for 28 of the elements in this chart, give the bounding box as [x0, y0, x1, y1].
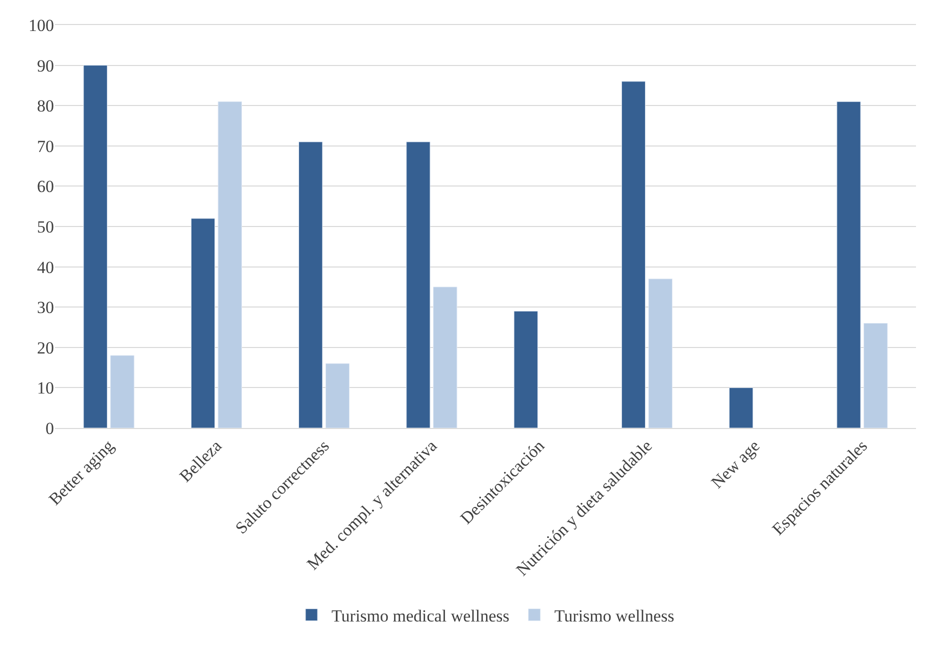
y-tick-label: 0 [46, 418, 54, 438]
bar [110, 355, 134, 428]
y-tick-label: 80 [37, 96, 54, 116]
bar [83, 65, 108, 428]
bar [218, 101, 242, 428]
bar [433, 286, 458, 428]
legend-label: Turismo wellness [554, 606, 674, 626]
y-tick-label: 60 [37, 177, 54, 196]
x-tick-label: New age [708, 436, 764, 492]
y-tick-label: 100 [28, 16, 54, 35]
bar [298, 142, 323, 428]
y-tick-label: 50 [37, 217, 54, 236]
y-tick-label: 70 [37, 136, 54, 156]
y-tick-label: 90 [37, 56, 54, 76]
bar [406, 142, 430, 428]
legend-label: Turismo medical wellness [332, 606, 510, 626]
bar [514, 310, 538, 428]
bar [190, 218, 216, 428]
bar [729, 387, 754, 428]
bar [836, 101, 861, 428]
y-tick-label: 40 [37, 258, 54, 277]
y-tick-label: 20 [37, 338, 54, 358]
y-tick-label: 10 [37, 378, 54, 398]
y-tick-label: 30 [37, 298, 54, 318]
bar [325, 363, 350, 428]
bar [648, 278, 672, 428]
bar [864, 322, 888, 428]
bar [621, 81, 646, 428]
